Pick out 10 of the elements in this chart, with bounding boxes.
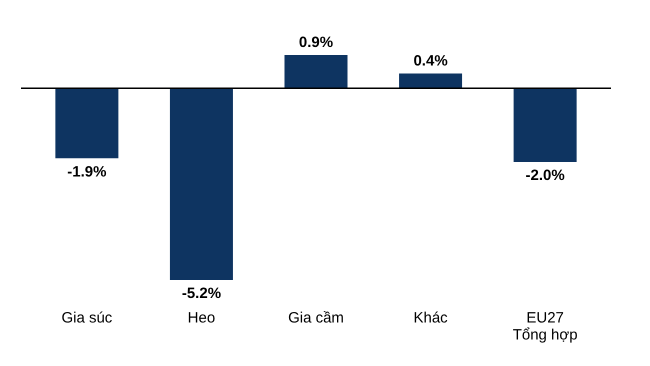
x-tick-label: EU27 Tổng hợp	[512, 310, 578, 344]
data-label: -2.0%	[526, 166, 565, 184]
x-tick-label: Gia cầm	[288, 310, 344, 326]
data-label: -5.2%	[182, 285, 222, 302]
data-label: 0.9%	[298, 34, 334, 51]
data-label: -1.9%	[67, 163, 106, 180]
x-tick-label: Gia súc	[61, 310, 113, 326]
data-label: 0.4%	[413, 52, 448, 70]
x-tick-label: Heo	[188, 310, 216, 326]
x-tick-label: Khác	[413, 310, 448, 326]
